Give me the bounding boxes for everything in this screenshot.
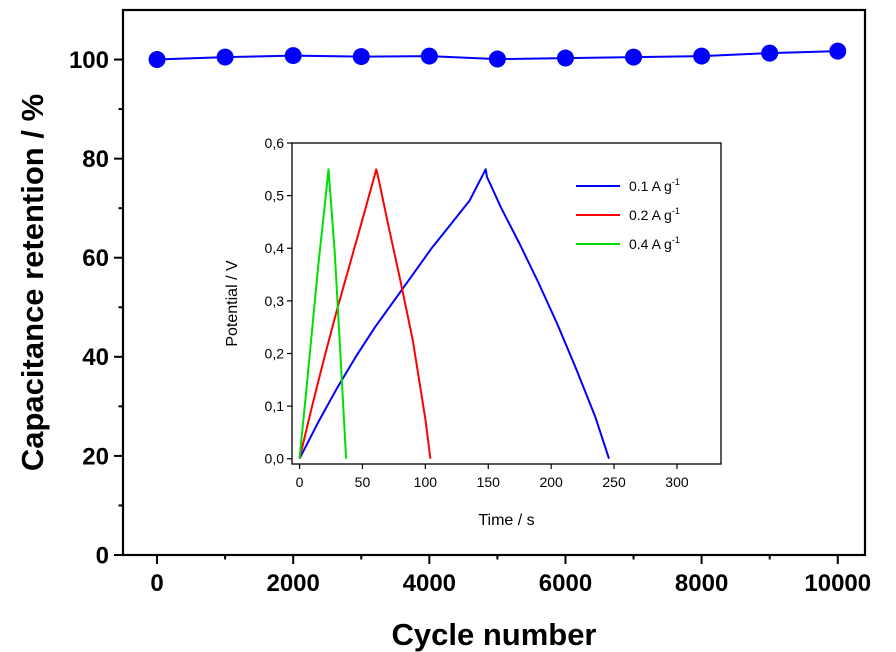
legend-label-2: 0.4 A g-1 [629,235,680,252]
inset-x-tick-label: 100 [414,474,438,490]
inset-y-tick-label: 0,0 [265,451,285,467]
y-tick-label: 0 [96,542,109,569]
data-point [148,51,166,69]
x-tick-label: 2000 [266,570,319,597]
inset-y-tick-label: 0,2 [265,345,285,361]
y-tick-label: 60 [82,245,109,272]
x-tick-label: 4000 [403,570,456,597]
y-tick-label: 80 [82,146,109,173]
inset-y-tick-label: 0,4 [265,240,285,256]
data-point [420,47,438,65]
data-point [693,47,711,65]
y-tick-label: 40 [82,344,109,371]
plot-frame [121,8,867,557]
data-point [284,47,302,65]
y-tick-label: 100 [69,47,109,74]
inset-x-tick-label: 150 [477,474,501,490]
inset-y-axis-title: Potential / V [224,260,241,347]
data-point [216,48,234,66]
data-point [829,42,847,60]
y-axis-title: Capacitance retention / % [15,94,50,471]
inset-x-tick-label: 50 [355,474,371,490]
inset-chart: 0 50 100 150 200 250 300 0,0 0,1 0,2 0,3 0,4 0,5 0,6 T… [224,135,722,529]
inset-series-line-2 [298,168,348,459]
inset-x-tick-label: 300 [665,474,689,490]
inset-x-tick-label: 250 [602,474,626,490]
x-tick-label: 10000 [804,570,871,597]
data-point [352,48,370,66]
inset-y-tick-label: 0,1 [265,398,285,414]
inset-x-axis-title: Time / s [478,512,534,529]
inset-series-line-1 [298,168,432,459]
main-chart: 0 2000 4000 6000 8000 10000020406080100Cycle … [15,8,871,652]
x-tick-label: 6000 [539,570,592,597]
x-tick-label: 8000 [675,570,728,597]
inset-plot-frame [291,142,722,465]
data-point [556,49,574,67]
inset-y-tick-label: 0,3 [265,293,285,309]
inset-y-tick-label: 0,5 [265,188,285,204]
x-axis-title: Cycle number [391,617,596,652]
data-point [488,50,506,68]
y-tick-label: 20 [82,443,109,470]
inset-y-tick-label: 0,6 [265,135,285,151]
legend-label-1: 0.2 A g-1 [629,206,680,223]
data-point [761,44,779,62]
x-tick-label: 0 [150,570,163,597]
inset-series-line-0 [298,168,610,460]
data-point [625,48,643,66]
legend-label-0: 0.1 A g-1 [629,177,680,194]
inset-x-tick-label: 200 [539,474,563,490]
inset-x-tick-label: 0 [296,474,304,490]
